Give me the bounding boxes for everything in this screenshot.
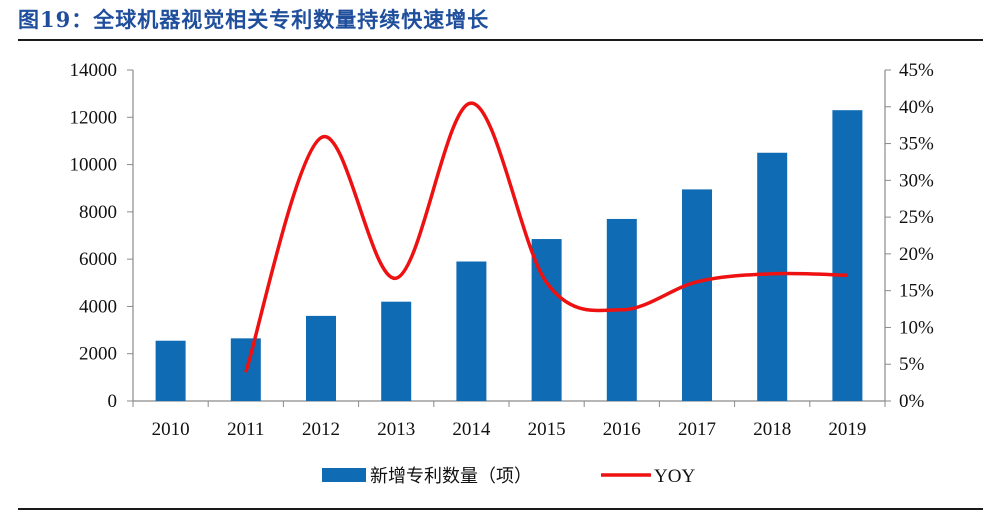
bar	[757, 152, 788, 401]
yoy-line	[244, 101, 848, 373]
y-right-tick-label: 30%	[899, 170, 934, 191]
y-right-tick-label: 0%	[899, 391, 925, 412]
y-right-tick-label: 20%	[899, 244, 934, 265]
bar	[456, 261, 487, 401]
bar	[306, 315, 336, 401]
bar	[832, 110, 863, 401]
y-right-tick-label: 45%	[899, 60, 934, 81]
title-rule	[18, 39, 983, 41]
y-right-tick-label: 40%	[899, 97, 934, 118]
y-left-tick-label: 14000	[70, 60, 118, 81]
y-left-tick-label: 12000	[70, 107, 118, 128]
y-left-tick-label: 2000	[79, 344, 117, 365]
y-right-tick-label: 10%	[899, 317, 934, 338]
legend-label-bar: 新增专利数量（项）	[370, 466, 532, 487]
y-left-tick-label: 0	[108, 391, 118, 412]
y-left-tick-label: 8000	[79, 202, 117, 223]
figure-title: 图19：全球机器视觉相关专利数量持续快速增长	[18, 7, 490, 32]
x-tick-label: 2010	[152, 419, 190, 440]
y-right-tick-label: 35%	[899, 134, 934, 155]
legend-label-line: YOY	[654, 466, 695, 487]
x-tick-label: 2017	[678, 419, 716, 440]
y-right-tick-label: 25%	[899, 207, 934, 228]
bar	[381, 301, 412, 401]
x-tick-label: 2018	[753, 419, 791, 440]
x-tick-label: 2019	[828, 419, 866, 440]
bottom-rule	[18, 508, 983, 510]
y-right-tick-label: 5%	[899, 354, 925, 375]
bar	[682, 189, 712, 401]
x-tick-label: 2016	[603, 419, 641, 440]
x-tick-label: 2015	[528, 419, 566, 440]
x-tick-label: 2013	[377, 419, 415, 440]
x-tick-label: 2011	[227, 419, 264, 440]
y-left-tick-label: 4000	[79, 296, 117, 317]
y-left-tick-label: 6000	[79, 249, 117, 270]
legend-swatch-bar	[322, 468, 366, 482]
x-tick-label: 2014	[452, 419, 491, 440]
bar	[155, 340, 186, 401]
y-right-tick-label: 15%	[899, 281, 934, 302]
y-left-tick-label: 10000	[70, 155, 118, 176]
x-tick-label: 2012	[302, 419, 340, 440]
